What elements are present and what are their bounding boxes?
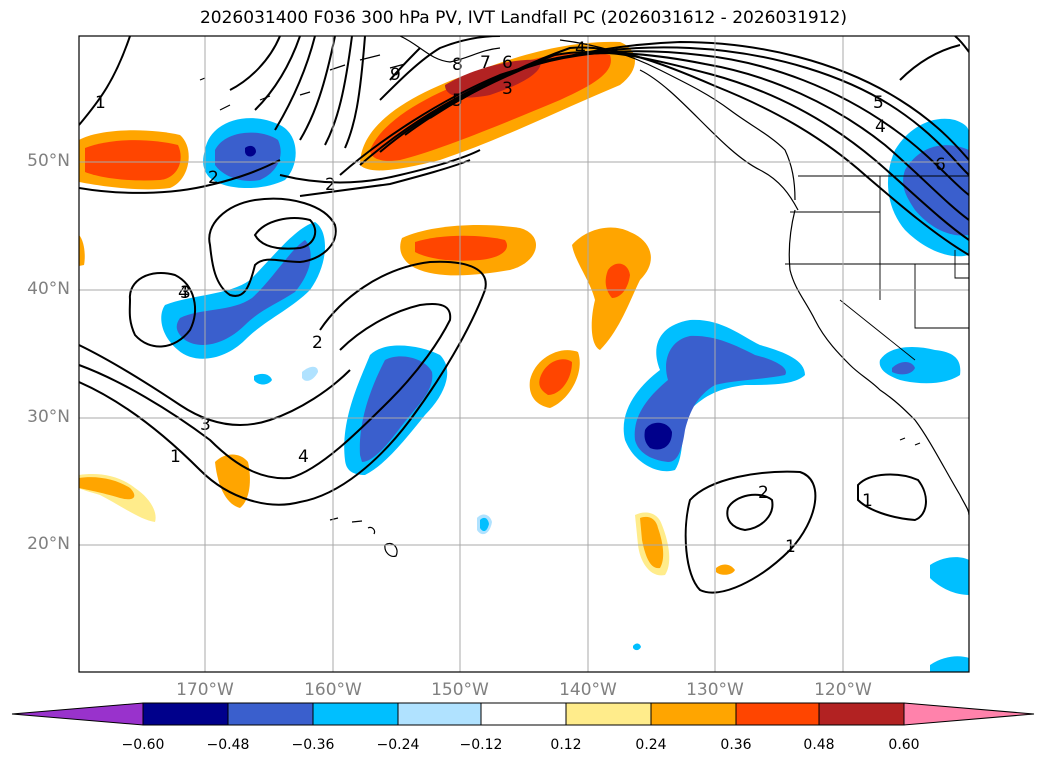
contour-label: 4	[875, 117, 886, 137]
gridlines	[79, 36, 969, 672]
contour-label: 1	[862, 491, 873, 511]
contour-label: 3	[180, 283, 191, 303]
colorbar-segment	[227, 702, 314, 726]
contour-label: 4	[298, 447, 309, 467]
map-frame	[78, 35, 970, 673]
colorbar-tick-label: 0.24	[635, 737, 667, 753]
contour-label: 2	[312, 333, 323, 353]
contour-label: 4	[178, 283, 189, 303]
colorbar-segment	[397, 702, 482, 726]
contour-label: 1	[95, 93, 106, 113]
contour-label: 4	[575, 39, 586, 59]
contour-label: 6	[502, 53, 513, 73]
colorbar-segment	[142, 702, 229, 726]
state-borders	[785, 175, 969, 361]
contour-label: 2	[325, 175, 336, 195]
lon-label: 120°W	[814, 680, 872, 700]
colorbar-tick-label: −0.12	[459, 737, 503, 753]
contour-label: 2	[208, 168, 219, 188]
lat-label: 50°N	[27, 151, 70, 171]
colorbar-segment	[312, 702, 399, 726]
lat-label: 20°N	[27, 534, 70, 554]
map-title: 2026031400 F036 300 hPa PV, IVT Landfall…	[199, 8, 847, 28]
contour-label: 5	[873, 93, 884, 113]
colorbar-tick-label: −0.24	[376, 737, 420, 753]
lon-label: 160°W	[304, 680, 362, 700]
colorbar-tick-label: −0.48	[206, 737, 250, 753]
contour-label: 6	[935, 155, 946, 175]
colorbar-tick-label: −0.60	[121, 737, 165, 753]
lat-label: 30°N	[27, 407, 70, 427]
colorbar-tick-label: −0.36	[291, 737, 335, 753]
contour-label: 9	[390, 65, 401, 85]
colorbar-extend-min	[11, 702, 144, 726]
colorbar-segment	[565, 702, 652, 726]
colorbar-extend-max	[903, 702, 1035, 726]
positive-anomaly-regions	[79, 41, 735, 576]
contour-label: 3	[502, 79, 513, 99]
colorbar-segment	[818, 702, 905, 726]
lat-label: 40°N	[27, 279, 70, 299]
lon-label: 130°W	[686, 680, 744, 700]
colorbar-tick-label: 0.60	[888, 737, 920, 753]
contour-label: 1	[785, 537, 796, 557]
colorbar-tick-label: 0.36	[720, 737, 752, 753]
lon-label: 140°W	[559, 680, 617, 700]
colorbar-segment	[480, 702, 567, 726]
colorbar-tick-label: 0.48	[803, 737, 835, 753]
colorbar-tick-label: 0.12	[550, 737, 582, 753]
contour-label: 8	[452, 55, 463, 75]
lon-label: 150°W	[431, 680, 489, 700]
contour-label: 1	[170, 447, 181, 467]
colorbar	[11, 702, 1035, 726]
colorbar-segment	[735, 702, 820, 726]
contour-label: 7	[480, 53, 491, 73]
lon-label: 170°W	[176, 680, 234, 700]
contour-label: 2	[758, 483, 769, 503]
pv-contours	[79, 36, 969, 594]
colorbar-segment	[650, 702, 737, 726]
contour-label: 5	[452, 91, 463, 111]
